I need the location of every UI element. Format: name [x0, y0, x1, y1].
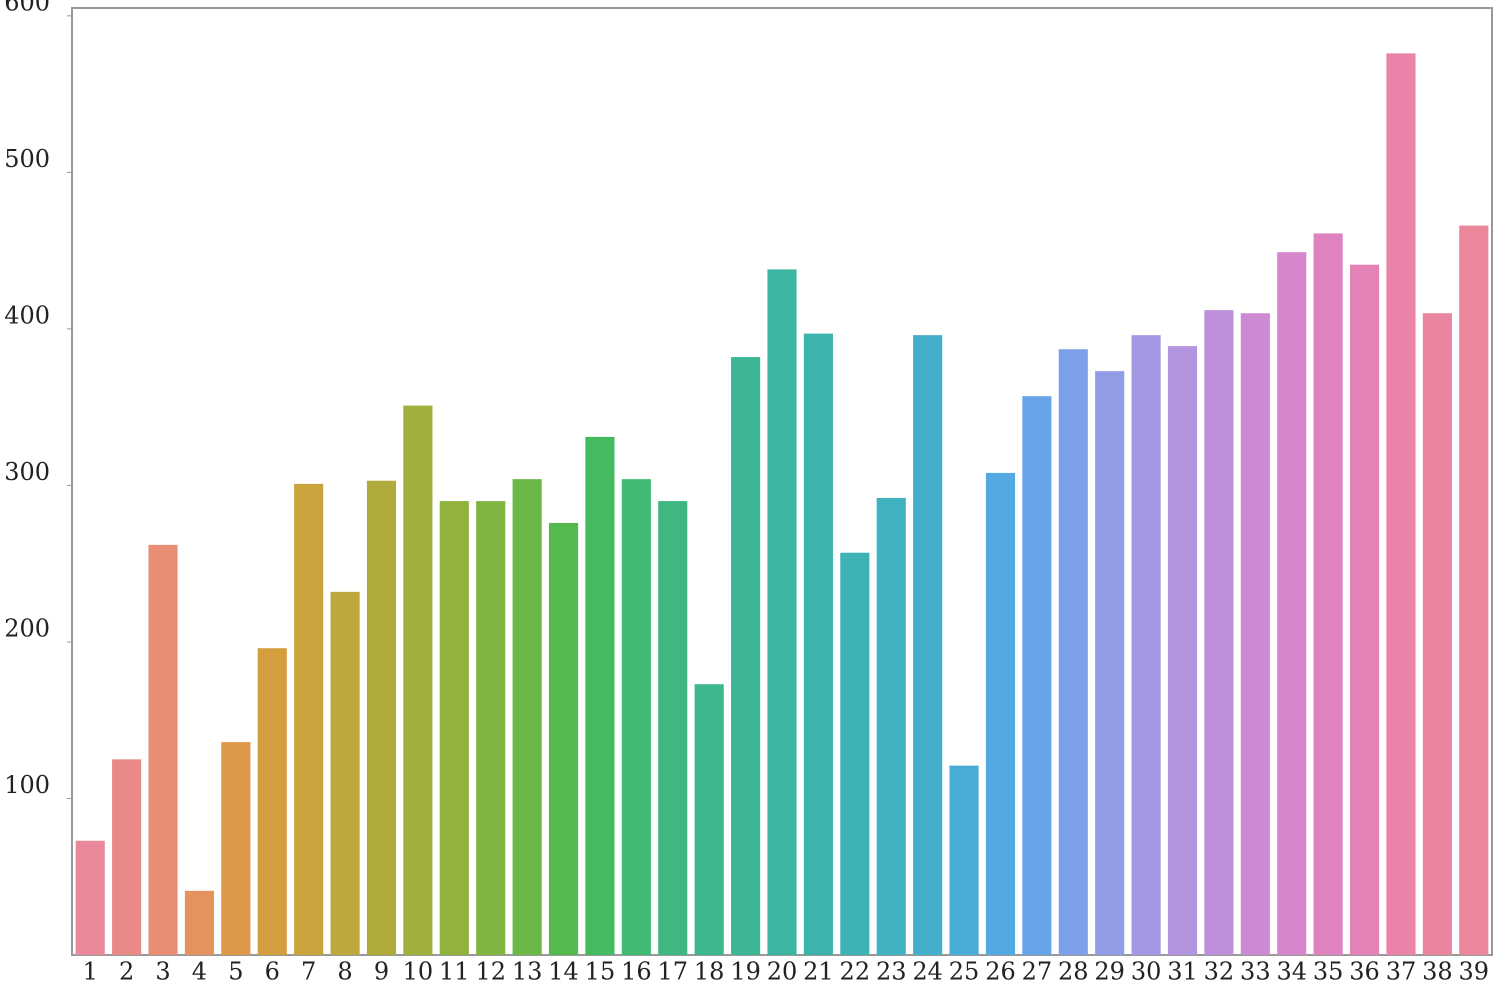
bar — [75, 840, 105, 955]
y-tick-label: 600 — [4, 0, 50, 16]
x-tick-label: 19 — [730, 958, 761, 986]
bar — [257, 648, 287, 955]
bar — [913, 335, 943, 955]
x-tick-label: 5 — [228, 958, 243, 986]
bar — [1204, 310, 1234, 955]
bar — [1313, 233, 1343, 955]
x-tick-label: 14 — [548, 958, 579, 986]
x-tick-label: 31 — [1167, 958, 1198, 986]
x-tick-label: 21 — [803, 958, 834, 986]
bar — [294, 483, 324, 955]
bar — [803, 333, 833, 955]
bar — [694, 684, 724, 955]
x-tick-label: 37 — [1386, 958, 1417, 986]
bar — [1240, 313, 1270, 955]
bar — [585, 436, 615, 955]
bar — [112, 759, 142, 955]
bar — [658, 501, 688, 955]
x-tick-label: 33 — [1240, 958, 1271, 986]
x-tick-label: 8 — [337, 958, 352, 986]
x-tick-label: 34 — [1276, 958, 1307, 986]
bar — [840, 552, 870, 955]
y-tick-label: 500 — [4, 145, 50, 173]
x-tick-label: 1 — [83, 958, 98, 986]
x-tick-label: 9 — [374, 958, 389, 986]
bar — [1422, 313, 1452, 955]
x-tick-label: 25 — [949, 958, 980, 986]
x-tick-label: 18 — [694, 958, 725, 986]
x-tick-label: 28 — [1058, 958, 1089, 986]
bar — [439, 501, 469, 955]
bar — [1022, 396, 1052, 955]
bar — [949, 765, 979, 955]
bar — [1350, 264, 1380, 956]
x-tick-label: 32 — [1204, 958, 1235, 986]
bar — [1131, 335, 1161, 955]
x-tick-label: 3 — [155, 958, 170, 986]
x-tick-label: 38 — [1422, 958, 1453, 986]
bar — [731, 357, 761, 955]
x-tick-label: 26 — [985, 958, 1016, 986]
x-tick-label: 27 — [1022, 958, 1053, 986]
y-tick-label: 200 — [4, 614, 50, 642]
x-tick-label: 15 — [585, 958, 616, 986]
x-tick-label: 22 — [840, 958, 871, 986]
bar — [184, 890, 214, 955]
bar — [1386, 53, 1416, 956]
bar — [1459, 225, 1489, 956]
x-tick-label: 16 — [621, 958, 652, 986]
x-tick-label: 23 — [876, 958, 907, 986]
bar — [548, 522, 579, 955]
x-tick-label: 20 — [767, 958, 798, 986]
y-tick-label: 100 — [4, 771, 50, 799]
bar — [330, 591, 360, 955]
x-tick-label: 13 — [512, 958, 543, 986]
bar — [512, 479, 542, 955]
x-tick-label: 30 — [1131, 958, 1162, 986]
bar — [1095, 371, 1125, 955]
bar — [476, 501, 506, 955]
x-tick-label: 11 — [439, 958, 470, 986]
bar — [621, 479, 651, 955]
x-tick-label: 10 — [403, 958, 434, 986]
bar — [1058, 349, 1088, 956]
x-tick-label: 6 — [265, 958, 280, 986]
x-tick-label: 29 — [1094, 958, 1125, 986]
bar — [403, 405, 433, 955]
x-tick-label: 17 — [657, 958, 688, 986]
bar — [876, 497, 906, 955]
x-tick-label: 36 — [1349, 958, 1380, 986]
y-tick-label: 300 — [4, 458, 50, 486]
bar — [148, 544, 178, 955]
x-tick-label: 35 — [1313, 958, 1344, 986]
x-tick-label: 7 — [301, 958, 316, 986]
bar — [221, 742, 251, 955]
x-tick-label: 2 — [119, 958, 134, 986]
bar — [1167, 346, 1198, 955]
bar — [767, 269, 797, 955]
x-tick-label: 4 — [192, 958, 207, 986]
bar — [1277, 252, 1307, 955]
x-tick-label: 39 — [1459, 958, 1490, 986]
x-tick-label: 12 — [475, 958, 506, 986]
bar — [366, 480, 397, 955]
x-tick-label: 24 — [912, 958, 943, 986]
y-tick-label: 400 — [4, 301, 50, 329]
bar — [985, 472, 1016, 955]
